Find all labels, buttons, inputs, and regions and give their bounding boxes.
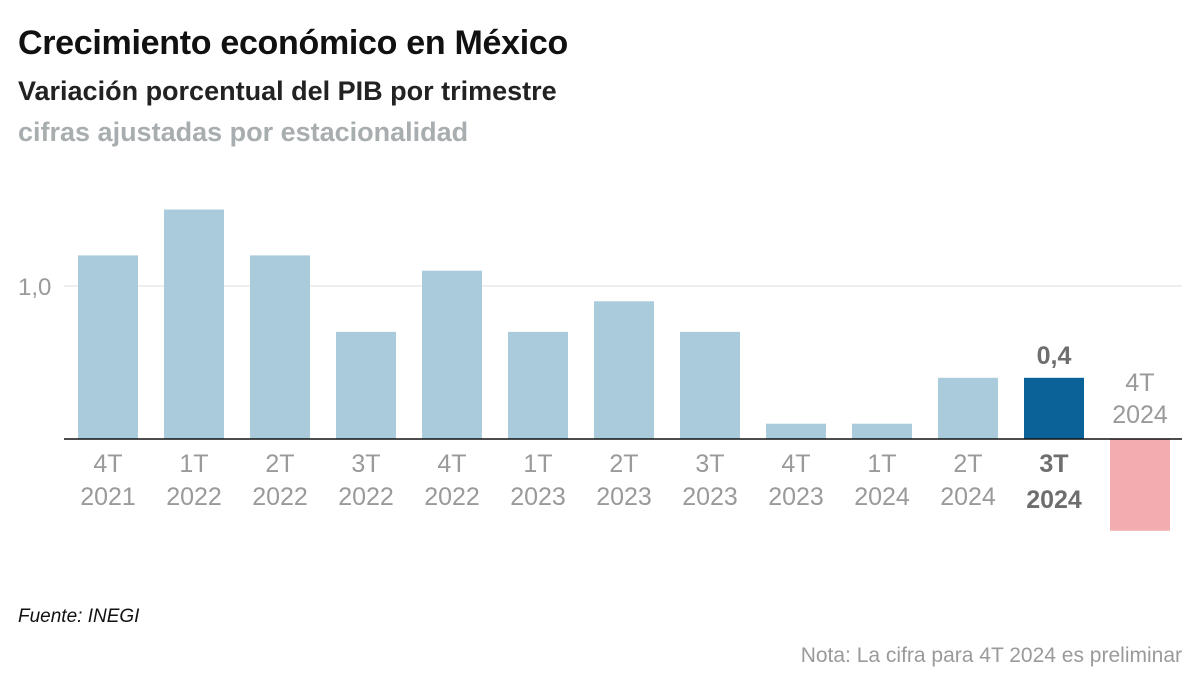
bar	[852, 423, 912, 439]
x-tick-label-quarter: 3T	[1039, 450, 1068, 478]
bar	[680, 331, 740, 439]
x-tick-label-year: 2022	[338, 483, 394, 511]
bar	[78, 255, 138, 439]
x-tick-label-year: 2022	[166, 483, 222, 511]
data-label: 0,4	[1037, 342, 1072, 370]
bar	[938, 377, 998, 439]
x-tick-label-year: 2024	[1026, 486, 1082, 514]
source-note: Fuente: INEGI	[18, 606, 140, 627]
x-tick-label-year: 2024	[854, 483, 910, 511]
x-tick-label-quarter: 1T	[523, 450, 552, 478]
x-tick-label-year: 2022	[424, 483, 480, 511]
bar	[250, 255, 310, 439]
x-tick-label-year: 2023	[510, 483, 566, 511]
chart-subtitle-secondary: cifras ajustadas por estacionalidad	[18, 117, 469, 147]
x-tick-label-year: 2022	[252, 483, 308, 511]
x-tick-label-quarter: 2T	[953, 450, 982, 478]
bar	[422, 270, 482, 439]
bar	[594, 301, 654, 439]
x-tick-label-quarter: 2T	[265, 450, 294, 478]
x-tick-label-year: 2023	[768, 483, 824, 511]
bar	[508, 331, 568, 439]
x-tick-label-year: 2023	[596, 483, 652, 511]
x-tick-label-year: 2023	[682, 483, 738, 511]
chart-title: Crecimiento económico en México	[18, 24, 568, 62]
x-tick-label-quarter: 1T	[867, 450, 896, 478]
chart-subtitle: Variación porcentual del PIB por trimest…	[18, 76, 557, 106]
x-tick-label-quarter: 4T	[781, 450, 810, 478]
bar	[1024, 377, 1084, 439]
bar	[766, 423, 826, 439]
y-tick-label: 1,0	[18, 274, 51, 301]
x-tick-label-quarter: 4T	[93, 450, 122, 478]
x-tick-label-quarter: 4T	[437, 450, 466, 478]
x-tick-label-year: 2024	[1112, 401, 1168, 429]
footnote: Nota: La cifra para 4T 2024 es prelimina…	[800, 644, 1182, 667]
x-tick-label-quarter: 3T	[351, 450, 380, 478]
x-tick-label-quarter: 2T	[609, 450, 638, 478]
bar	[1110, 439, 1170, 531]
bar	[164, 209, 224, 439]
x-tick-label-quarter: 1T	[179, 450, 208, 478]
bar	[336, 331, 396, 439]
x-tick-label-year: 2021	[80, 483, 136, 511]
x-tick-label-quarter: 4T	[1125, 369, 1154, 397]
x-tick-label-quarter: 3T	[695, 450, 724, 478]
x-tick-label-year: 2024	[940, 483, 996, 511]
